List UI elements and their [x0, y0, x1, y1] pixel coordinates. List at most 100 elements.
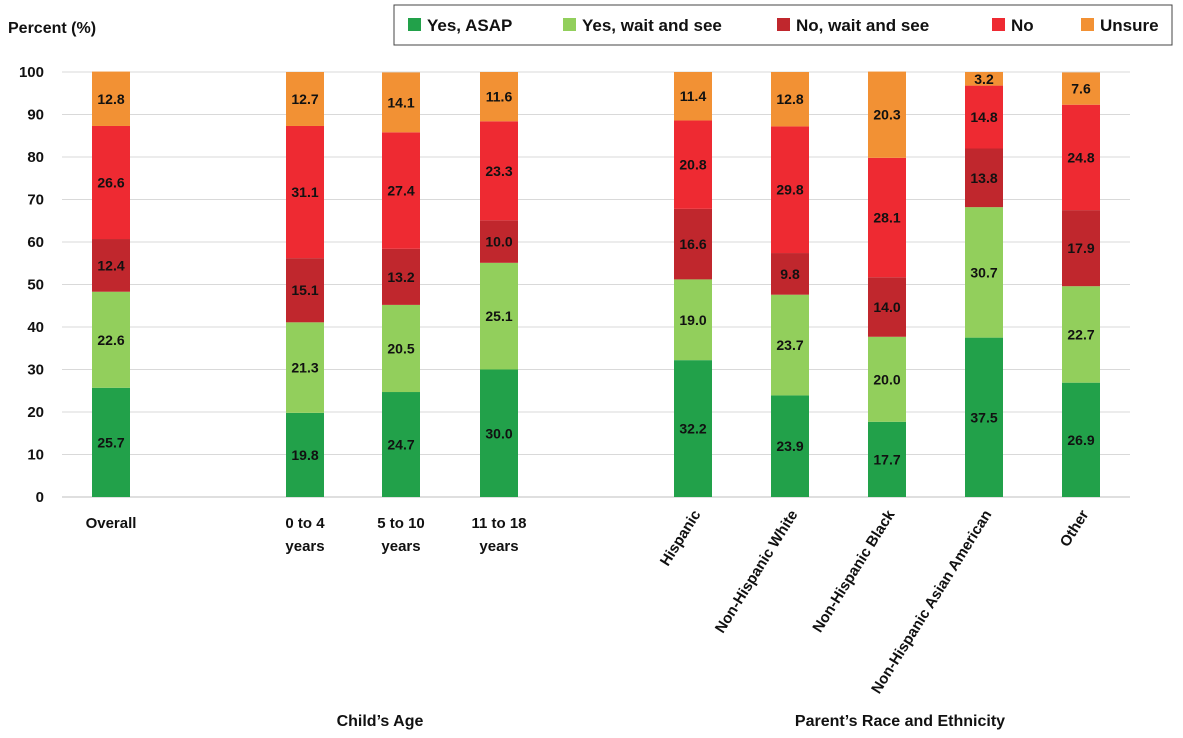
bar-segment [92, 125, 130, 240]
bar-segment [674, 208, 712, 280]
bar-segment [382, 304, 420, 393]
bar-segment [382, 72, 420, 133]
x-category-label: 11 to 18 years [471, 515, 526, 555]
y-tick-label: 50 [27, 277, 44, 294]
bar-segment [382, 248, 420, 305]
data-label: 14.1 [387, 94, 414, 110]
data-label: 31.1 [291, 184, 318, 200]
data-label: 9.8 [780, 266, 800, 282]
legend-items: Yes, ASAP Yes, wait and see No, wait and s… [408, 16, 1159, 35]
y-tick-label: 30 [27, 362, 44, 379]
bar-segment [92, 71, 130, 126]
x-category-label-line: 11 to 18 [471, 515, 526, 532]
data-label: 20.5 [387, 340, 414, 356]
bar-segment [965, 207, 1003, 338]
x-category-label-line: 0 to 4 [285, 515, 325, 532]
legend-swatch [408, 18, 421, 31]
data-label: 25.7 [97, 434, 124, 450]
bar-segment [1062, 286, 1100, 383]
legend-item: Unsure [1081, 16, 1159, 35]
legend-item: No, wait and see [777, 16, 929, 35]
bar-segment [965, 85, 1003, 149]
data-label: 3.2 [974, 71, 994, 87]
x-category-label: Overall [86, 515, 137, 532]
data-label: 30.0 [485, 425, 512, 441]
bar-segment [286, 258, 324, 323]
data-label: 26.6 [97, 175, 124, 191]
y-tick-label: 40 [27, 319, 44, 336]
data-label: 23.9 [776, 438, 803, 454]
bar-segment [965, 337, 1003, 497]
bar-segment [286, 412, 324, 497]
data-label: 27.4 [387, 183, 414, 199]
bar-segment [771, 294, 809, 396]
x-category-label: Other [1057, 507, 1093, 550]
y-tick-label: 90 [27, 107, 44, 124]
group-title-race: Parent’s Race and Ethnicity [795, 713, 1005, 730]
grid-lines [62, 71, 1130, 498]
legend-item: Yes, ASAP [408, 16, 512, 35]
bar-segment [92, 387, 130, 497]
legend-label: No [1011, 16, 1034, 35]
bar-segment [1062, 210, 1100, 287]
data-label: 28.1 [873, 210, 900, 226]
x-category-label: Non-Hispanic Asian American [868, 507, 995, 697]
legend-label: Yes, wait and see [582, 16, 722, 35]
data-label: 16.6 [679, 236, 706, 252]
bar-segment [480, 220, 518, 263]
data-label: 21.3 [291, 360, 318, 376]
data-label: 12.8 [97, 91, 124, 107]
bars [92, 71, 1100, 497]
y-tick-label: 70 [27, 192, 44, 209]
x-category-label-line: years [285, 538, 324, 555]
data-label: 37.5 [970, 409, 997, 425]
x-category-label: Non-Hispanic Black [809, 507, 898, 636]
data-label: 14.8 [970, 109, 997, 125]
data-label: 22.7 [1067, 326, 1094, 342]
data-label: 15.1 [291, 282, 318, 298]
data-label: 20.0 [873, 371, 900, 387]
data-label: 24.7 [387, 437, 414, 453]
bar-segment [382, 392, 420, 497]
data-label: 12.8 [776, 91, 803, 107]
data-label: 12.4 [97, 257, 124, 273]
data-label: 22.6 [97, 332, 124, 348]
bar-segment [674, 360, 712, 497]
data-label: 23.3 [485, 163, 512, 179]
legend-item: Yes, wait and see [563, 16, 722, 35]
bar-segment [965, 148, 1003, 208]
data-label: 11.4 [680, 88, 707, 104]
bar-segment [771, 253, 809, 295]
bar-segment [868, 71, 906, 158]
data-label: 25.1 [485, 308, 512, 324]
bar-segment [771, 72, 809, 127]
data-label: 23.7 [776, 337, 803, 353]
y-axis-ticks: 0 10 20 30 40 50 60 70 80 90 100 [19, 64, 44, 506]
y-tick-label: 100 [19, 64, 44, 81]
bar-segment [480, 121, 518, 221]
bar-segment [92, 239, 130, 292]
bar-segment [1062, 72, 1100, 105]
legend-label: Yes, ASAP [427, 16, 512, 35]
bar-segment [286, 322, 324, 413]
data-label: 11.6 [486, 89, 513, 105]
y-tick-label: 10 [27, 447, 44, 464]
bar-segment [382, 132, 420, 249]
data-label: 13.8 [970, 170, 997, 186]
bar-segment [480, 262, 518, 370]
x-category-label: 0 to 4 years [285, 515, 325, 555]
bar-segment [868, 277, 906, 337]
data-label: 24.8 [1067, 149, 1094, 165]
bar-segment [771, 126, 809, 254]
legend: Yes, ASAP Yes, wait and see No, wait and s… [393, 4, 1173, 46]
bar-segment [868, 157, 906, 278]
legend-swatch [992, 18, 1005, 31]
bar-segment [674, 72, 712, 121]
data-label: 14.0 [873, 299, 900, 315]
bar-segment [868, 336, 906, 422]
legend-label: Unsure [1100, 16, 1159, 35]
data-label: 7.6 [1071, 81, 1091, 97]
x-category-label: Non-Hispanic White [712, 507, 801, 636]
y-axis-title: Percent (%) [8, 20, 96, 37]
